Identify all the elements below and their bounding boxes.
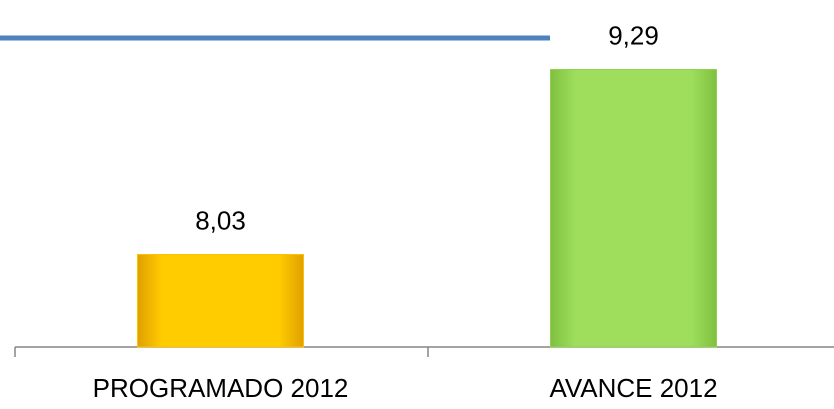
category-axis bbox=[14, 346, 834, 357]
bar bbox=[137, 254, 304, 348]
x-tick-label: PROGRAMADO 2012 bbox=[93, 373, 349, 403]
data-label: 9,29 bbox=[608, 20, 659, 50]
x-tick-label: AVANCE 2012 bbox=[549, 373, 717, 403]
bar bbox=[550, 69, 717, 348]
data-label: 8,03 bbox=[195, 205, 246, 235]
